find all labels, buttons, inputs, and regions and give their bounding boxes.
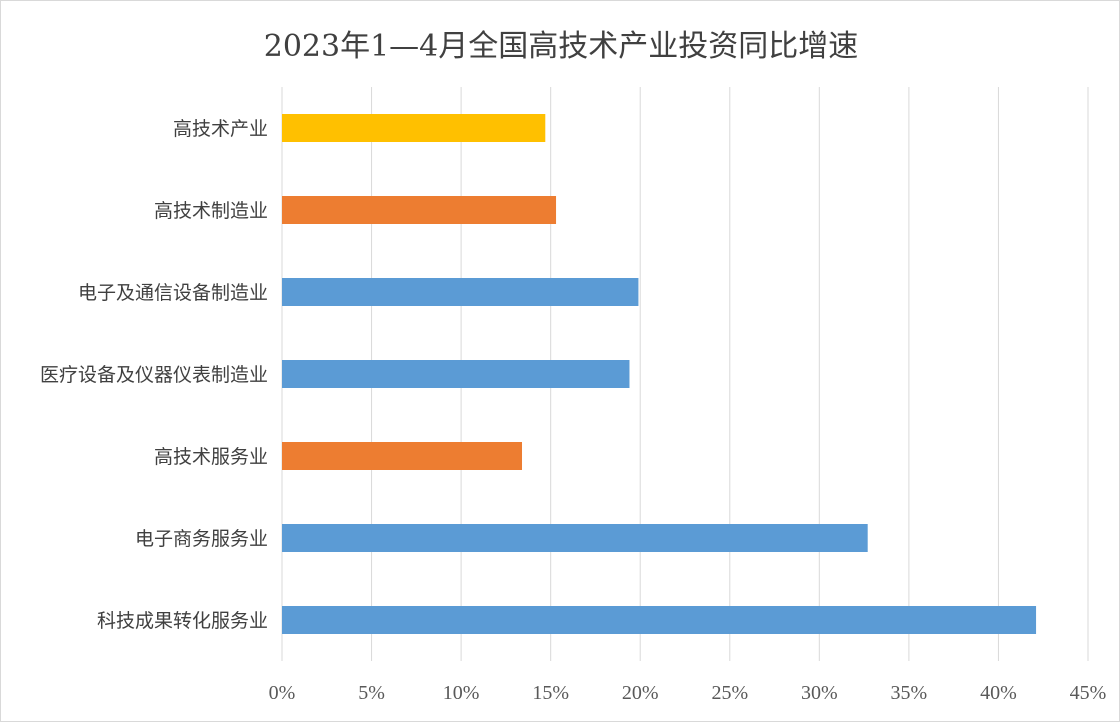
category-label: 电子商务服务业 bbox=[135, 528, 268, 550]
chart-title: 2023年1—4月全国高技术产业投资同比增速 bbox=[263, 29, 859, 64]
x-tick-label: 25% bbox=[711, 682, 748, 704]
x-tick-label: 30% bbox=[801, 682, 838, 704]
category-label: 高技术产业 bbox=[173, 118, 268, 140]
bar bbox=[282, 196, 557, 224]
x-tick-label: 10% bbox=[443, 682, 480, 704]
category-labels: 高技术产业高技术制造业电子及通信设备制造业医疗设备及仪器仪表制造业高技术服务业电… bbox=[40, 118, 268, 632]
bar bbox=[282, 278, 639, 306]
x-tick-label: 5% bbox=[358, 682, 385, 704]
category-label: 高技术制造业 bbox=[154, 200, 268, 222]
x-tick-label: 40% bbox=[980, 682, 1017, 704]
bar bbox=[282, 524, 868, 552]
bar bbox=[282, 606, 1037, 634]
category-label: 高技术服务业 bbox=[154, 446, 268, 468]
category-label: 医疗设备及仪器仪表制造业 bbox=[40, 364, 268, 386]
x-tick-labels: 0% 5% 10% 15% 20% 25% 30% 35% 40% 45% bbox=[269, 682, 1107, 704]
x-tick-label: 20% bbox=[622, 682, 659, 704]
x-tick-label: 15% bbox=[532, 682, 569, 704]
category-label: 电子及通信设备制造业 bbox=[78, 282, 268, 304]
bar bbox=[282, 442, 523, 470]
x-tick-label: 0% bbox=[269, 682, 296, 704]
bar bbox=[282, 114, 546, 142]
bars bbox=[282, 114, 1037, 634]
x-tick-label: 45% bbox=[1070, 682, 1107, 704]
category-label: 科技成果转化服务业 bbox=[97, 610, 268, 632]
bar bbox=[282, 360, 630, 388]
x-tick-label: 35% bbox=[891, 682, 928, 704]
